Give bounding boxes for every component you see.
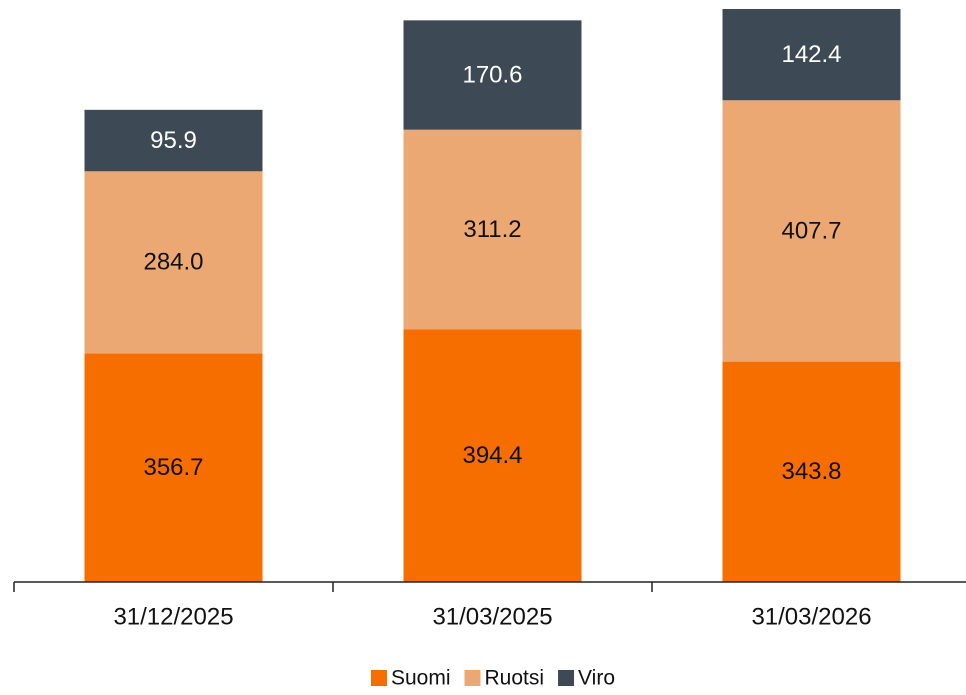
value-label: 394.4: [462, 442, 522, 469]
value-label: 311.2: [463, 216, 521, 243]
x-tick-label: 31/03/2026: [751, 603, 871, 630]
legend-swatch: [370, 670, 387, 686]
value-label: 284.0: [143, 249, 203, 276]
legend-label: Viro: [578, 667, 615, 690]
bar-segment: [403, 20, 582, 130]
legend-swatch: [464, 670, 481, 686]
bar-segment: [722, 100, 901, 362]
value-label: 356.7: [143, 454, 203, 481]
bar-segment: [84, 109, 263, 172]
value-label: 142.4: [781, 41, 841, 68]
x-tick-label: 31/12/2025: [113, 603, 233, 630]
value-label: 170.6: [462, 61, 522, 88]
bar-segment: [403, 129, 582, 330]
bar-segment: [722, 361, 901, 582]
bar-segment: [84, 171, 263, 354]
legend-label: Ruotsi: [485, 667, 545, 690]
value-label: 343.8: [781, 458, 841, 485]
legend-swatch: [558, 670, 575, 686]
bar-segment: [84, 353, 263, 582]
bar-segment: [403, 329, 582, 582]
legend-label: Suomi: [391, 667, 451, 690]
x-tick-label: 31/03/2025: [432, 603, 552, 630]
bar-segment: [722, 9, 901, 101]
value-label: 407.7: [781, 217, 841, 244]
value-label: 95.9: [150, 127, 197, 154]
